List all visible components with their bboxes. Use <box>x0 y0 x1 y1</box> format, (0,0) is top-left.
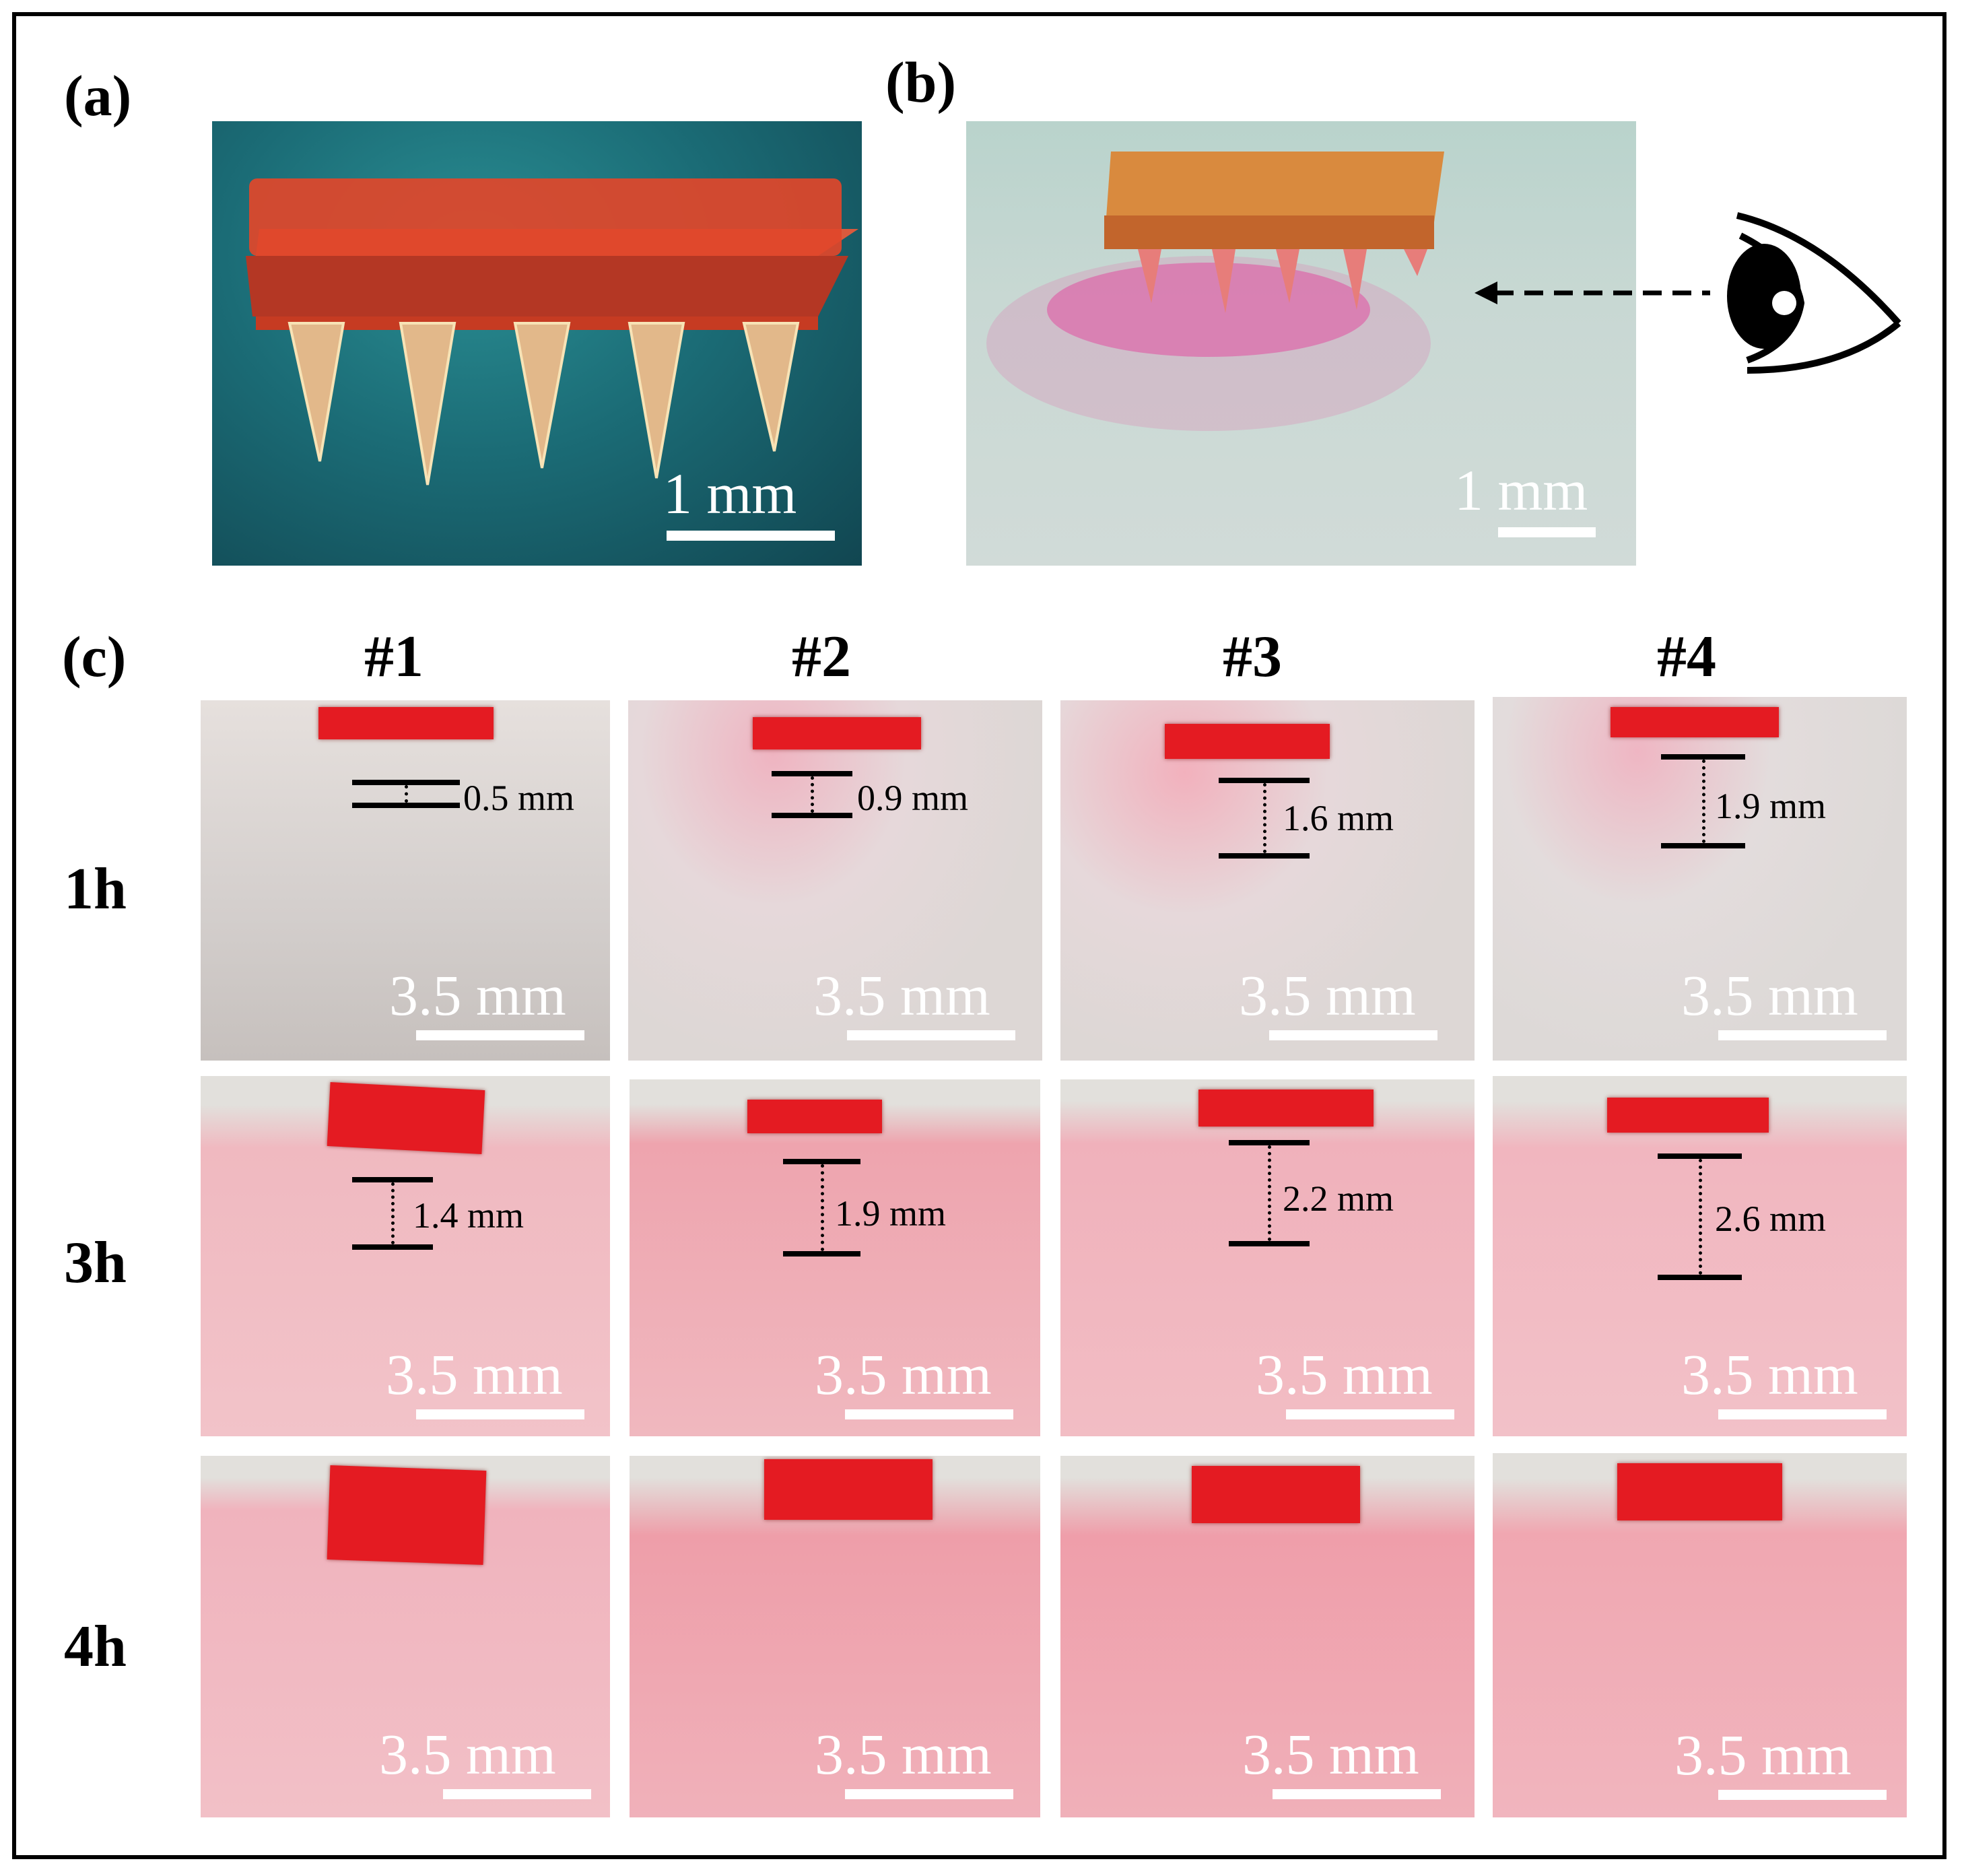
row-label-3h: 3h <box>64 1230 127 1296</box>
photo-3h-1: 1.4 mm 3.5 mm <box>201 1076 610 1436</box>
photo-3h-4: 2.6 mm 3.5 mm <box>1493 1076 1907 1436</box>
penetration-depth-marker <box>783 1159 860 1257</box>
scale-text: 3.5 mm <box>1256 1342 1433 1407</box>
patch <box>747 1100 882 1133</box>
penetration-depth-marker <box>1661 754 1745 848</box>
photo-4h-3: 3.5 mm <box>1060 1456 1475 1817</box>
panel-b-scale-bar <box>1498 527 1596 537</box>
scale-text: 3.5 mm <box>1674 1722 1852 1787</box>
scale-text: 3.5 mm <box>815 1342 992 1407</box>
scale-bar <box>1273 1789 1441 1799</box>
scale-bar <box>1286 1409 1454 1419</box>
patch <box>327 1465 487 1566</box>
patch <box>1165 724 1330 759</box>
photo-3h-2: 1.9 mm 3.5 mm <box>630 1079 1040 1436</box>
patch <box>1617 1463 1782 1520</box>
photo-4h-4: 3.5 mm <box>1493 1453 1907 1817</box>
scale-bar <box>443 1789 591 1799</box>
photo-3h-3: 2.2 mm 3.5 mm <box>1060 1079 1475 1436</box>
patch <box>318 707 494 739</box>
measurement-label: 0.5 mm <box>463 778 575 818</box>
figure-border <box>12 12 1946 1859</box>
penetration-depth-marker <box>1229 1140 1310 1246</box>
patch <box>1192 1466 1360 1523</box>
column-label-4: #4 <box>1657 624 1716 690</box>
panel-a-scale-text: 1 mm <box>663 461 797 526</box>
photo-4h-1: 3.5 mm <box>201 1456 610 1817</box>
panel-a-label: (a) <box>64 63 132 128</box>
photo-1h-1: 0.5 mm 3.5 mm <box>201 700 610 1061</box>
penetration-depth-marker <box>1219 778 1310 859</box>
patch <box>1607 1098 1769 1133</box>
scale-text: 3.5 mm <box>1242 1722 1419 1786</box>
scale-bar <box>416 1030 584 1040</box>
photo-1h-2: 0.9 mm 3.5 mm <box>628 700 1042 1061</box>
scale-bar <box>847 1030 1015 1040</box>
gel-insertion-image <box>986 152 1444 431</box>
measurement-label: 0.9 mm <box>857 778 969 818</box>
eye-icon <box>1727 212 1901 374</box>
viewing-direction-arrow <box>1475 281 1710 304</box>
scale-bar <box>1718 1409 1887 1419</box>
panel-b-label: (b) <box>885 50 957 114</box>
panel-c-label: (c) <box>62 624 127 689</box>
panel-a-photo: 1 mm <box>212 121 862 566</box>
scale-text: 3.5 mm <box>813 963 990 1028</box>
scale-text: 3.5 mm <box>1239 963 1416 1028</box>
panel-a-scale-bar <box>667 531 835 541</box>
photo-4h-2: 3.5 mm <box>630 1456 1040 1817</box>
row-label-1h: 1h <box>64 857 127 922</box>
scale-text: 3.5 mm <box>815 1722 992 1786</box>
column-label-1: #1 <box>364 624 424 690</box>
scale-text: 3.5 mm <box>1681 963 1858 1028</box>
microneedle-array-image <box>246 178 858 485</box>
measurement-label: 2.6 mm <box>1715 1199 1827 1239</box>
penetration-depth-marker <box>352 1177 433 1250</box>
measurement-label: 1.9 mm <box>835 1193 947 1234</box>
patch <box>753 717 921 749</box>
scale-bar <box>1718 1030 1887 1040</box>
photo-1h-3: 1.6 mm 3.5 mm <box>1060 700 1475 1061</box>
column-label-3: #3 <box>1223 624 1282 690</box>
measurement-label: 1.4 mm <box>413 1195 524 1236</box>
scale-text: 3.5 mm <box>386 1342 563 1407</box>
measurement-label: 2.2 mm <box>1283 1178 1394 1219</box>
scale-bar <box>845 1789 1013 1799</box>
column-label-2: #2 <box>792 624 851 690</box>
scale-bar <box>845 1409 1013 1419</box>
scale-text: 3.5 mm <box>1681 1342 1858 1407</box>
scale-text: 3.5 mm <box>389 963 566 1028</box>
penetration-depth-marker <box>772 771 852 818</box>
scale-bar <box>416 1409 584 1419</box>
measurement-label: 1.9 mm <box>1715 786 1827 826</box>
patch <box>764 1459 933 1520</box>
measurement-label: 1.6 mm <box>1283 798 1394 838</box>
panel-b-scale-text: 1 mm <box>1454 458 1588 523</box>
row-label-4h: 4h <box>64 1614 127 1679</box>
scale-bar <box>1718 1790 1887 1800</box>
photo-1h-4: 1.9 mm 3.5 mm <box>1493 697 1907 1061</box>
scale-bar <box>1269 1030 1437 1040</box>
panel-b-photo: 1 mm <box>966 121 1636 566</box>
patch <box>1198 1090 1374 1127</box>
penetration-depth-marker <box>352 780 460 808</box>
patch <box>327 1082 485 1154</box>
penetration-depth-marker <box>1658 1153 1742 1280</box>
patch <box>1611 707 1779 737</box>
scale-text: 3.5 mm <box>379 1722 556 1786</box>
